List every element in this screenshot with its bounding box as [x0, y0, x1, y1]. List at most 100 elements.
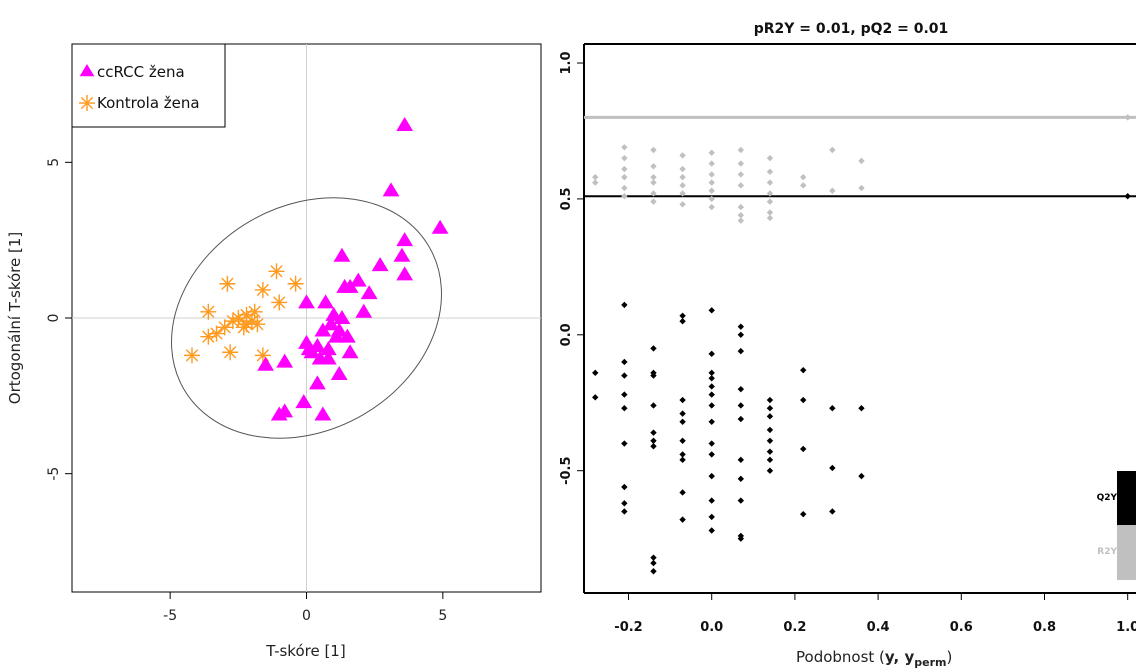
- permutation-x-axis-title: Podobnost (y, yperm): [796, 648, 952, 669]
- r2y-point: [858, 184, 865, 192]
- control-point: [254, 281, 271, 298]
- q2y-point: [650, 554, 657, 561]
- r2y-point: [592, 179, 599, 186]
- legend-asterisk: [79, 95, 95, 111]
- q2y-point: [737, 497, 745, 504]
- r2y-point: [800, 173, 807, 181]
- control-point: [224, 313, 241, 330]
- r2y-point: [708, 203, 715, 211]
- hotelling-t2-ellipse: [171, 197, 442, 439]
- scores-ticks: -5 0 5 -5 0 5: [46, 158, 447, 624]
- r2y-point: [800, 182, 807, 189]
- r2y-point: [621, 154, 628, 162]
- ccrcc-point: [396, 232, 414, 247]
- q2y-point: [766, 413, 774, 420]
- q2y-point: [708, 402, 715, 409]
- q2y-point: [766, 426, 774, 434]
- q2y-point: [679, 410, 686, 417]
- r2y-point: [621, 165, 628, 173]
- q2y-point: [829, 508, 836, 515]
- q2y-point: [737, 456, 745, 464]
- q2y-point: [858, 472, 865, 480]
- q2y-point: [766, 467, 774, 474]
- r2y-point: [679, 165, 686, 173]
- scores-y-axis-title: Ortogonální T-skóre [1]: [6, 232, 24, 404]
- r2y-point: [766, 179, 774, 186]
- q2y-point: [737, 402, 745, 409]
- ccrcc-point: [319, 341, 337, 356]
- ccrcc-point: [382, 182, 400, 197]
- r2y-point: [650, 190, 657, 197]
- scores-legend: ccRCC žena Kontrola žena: [71, 43, 226, 128]
- scores-legend-box: [71, 43, 226, 128]
- legend-asterisk-marker: [79, 95, 95, 111]
- permutation-reference-lines: [584, 115, 1136, 198]
- r2y-point: [766, 214, 774, 222]
- permutation-plot: pR2Y = 0.01, pQ2 = 0.01 -0.2 0.0 0.2 0.4 0.6…: [559, 21, 1136, 669]
- q2y-point: [829, 464, 836, 472]
- r2y-point: [708, 195, 715, 203]
- ccrcc-point: [322, 316, 340, 331]
- legend-label-r2y: R2Y: [1097, 547, 1117, 557]
- q2y-point: [621, 508, 628, 515]
- q2y-point: [766, 404, 774, 412]
- legend-label-q2y: Q2Y: [1097, 493, 1118, 503]
- x-tick-label: -5: [163, 608, 177, 624]
- r2y-point: [650, 179, 657, 186]
- scores-x-axis-title: T-skóre [1]: [265, 642, 345, 660]
- q2y-point: [650, 568, 657, 575]
- r2y-point: [766, 190, 774, 197]
- r2y-point: [766, 198, 774, 205]
- r2y-point: [766, 154, 774, 162]
- q2y-point: [708, 391, 715, 398]
- q2y-point: [708, 350, 715, 358]
- ccrcc-point: [333, 310, 351, 324]
- ccrcc-point: [349, 272, 367, 287]
- control-point: [219, 275, 236, 292]
- ccrcc-point: [371, 257, 389, 272]
- ccrcc-point: [319, 350, 337, 365]
- control-point: [222, 344, 239, 361]
- ccrcc-point: [257, 356, 274, 371]
- y-tick-label: -0.5: [559, 456, 574, 484]
- control-point: [183, 347, 200, 364]
- ccrcc-point: [336, 278, 354, 293]
- y-tick-label: 0.5: [559, 187, 574, 210]
- q2y-point: [621, 301, 628, 309]
- q2y-point: [679, 451, 686, 458]
- q2y-point: [800, 366, 807, 374]
- q2y-point: [708, 375, 715, 382]
- ccrcc-point: [328, 328, 345, 343]
- ccrcc-point: [393, 247, 411, 262]
- permutation-ticks: -0.2 0.0 0.2 0.4 0.6 0.8 1.0 -0.5 0.0 0.5 1.0: [559, 52, 1136, 635]
- x-tick-label: 0.8: [1033, 620, 1056, 635]
- r2y-point: [737, 160, 745, 167]
- q2y-point: [737, 385, 745, 393]
- r2y-point: [621, 184, 628, 192]
- r2y-point: [829, 187, 836, 194]
- r2y-point: [621, 173, 628, 181]
- q2y-point: [800, 510, 807, 518]
- ccrcc-point: [341, 344, 359, 359]
- q2y-point: [766, 396, 774, 404]
- q2y-point: [708, 451, 715, 458]
- q2y-point: [621, 483, 628, 491]
- ccrcc-point: [317, 294, 334, 309]
- y-tick-label: 0.0: [559, 323, 574, 346]
- q2y-point: [621, 440, 628, 447]
- ccrcc-point: [339, 328, 356, 343]
- r2y-point: [679, 190, 686, 197]
- ccrcc-point: [295, 394, 313, 409]
- q2y-point: [679, 418, 686, 425]
- q2y-point: [737, 415, 745, 423]
- r2y-point: [679, 173, 686, 181]
- y-tick-label: 1.0: [559, 52, 574, 75]
- q2y-point: [650, 345, 657, 352]
- y-tick-label: 5: [46, 158, 62, 167]
- q2y-point: [737, 331, 745, 339]
- q2y-point: [800, 445, 807, 453]
- q2y-point: [766, 448, 774, 455]
- q2y-point: [650, 559, 657, 567]
- q2y-point: [592, 394, 599, 401]
- scores-points: [183, 116, 449, 421]
